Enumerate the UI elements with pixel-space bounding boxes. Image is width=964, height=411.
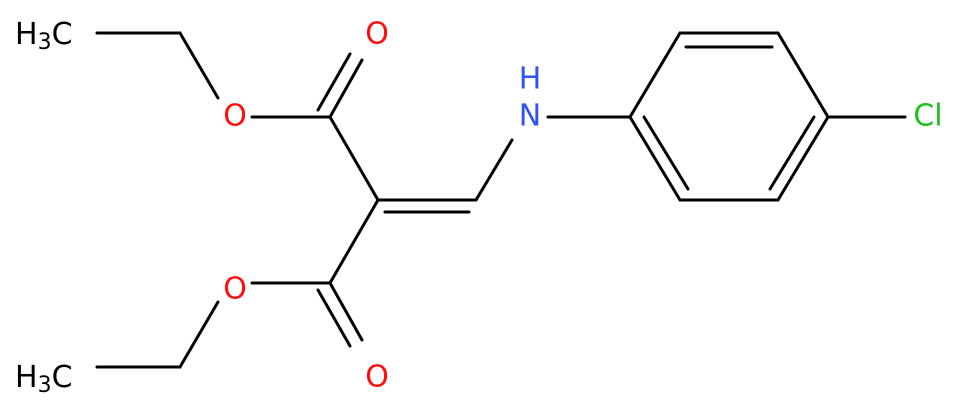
atom-label: O xyxy=(223,272,247,307)
atom-label: O xyxy=(365,17,389,52)
methyl-label: H3C xyxy=(15,360,73,399)
atom: C xyxy=(52,360,73,395)
atom-label: Cl xyxy=(913,99,942,134)
atom-label: O xyxy=(223,99,247,134)
atom-label: O xyxy=(365,360,389,395)
atom: H xyxy=(15,360,38,395)
atom-label: H xyxy=(519,62,542,97)
methyl-label: H3C xyxy=(15,17,73,56)
subscript: 3 xyxy=(38,373,52,398)
atom: H xyxy=(15,17,38,52)
atom-label: N xyxy=(519,99,541,134)
bonds xyxy=(95,31,907,369)
atom: C xyxy=(52,17,73,52)
subscript: 3 xyxy=(38,30,52,55)
